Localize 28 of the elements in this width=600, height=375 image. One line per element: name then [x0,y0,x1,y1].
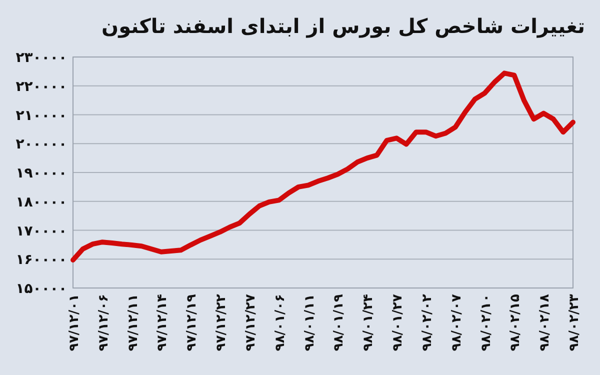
x-tick-label: ۹۷/۱۲/۲۷ [243,294,258,352]
x-tick-label: ۹۷/۱۲/۰۱ [67,294,82,352]
y-tick-label: ۲۱۰۰۰۰ [16,108,67,124]
y-tick-label: ۱۹۰۰۰۰ [16,166,67,182]
x-tick-label: ۹۸/۰۱/۱۹ [332,294,347,352]
x-tick-label: ۹۷/۱۲/۱۹ [184,294,200,352]
x-tick-label: ۹۸/۰۲/۱۸ [538,294,553,352]
chart-title: تغییرات شاخص کل بورس از ابتدای اسفند تاکنون [102,14,585,38]
x-tick-label: ۹۸/۰۲/۱۰ [478,294,494,352]
x-tick-label: ۹۸/۰۱/۲۷ [390,294,406,352]
x-tick-label: ۹۸/۰۱/۰۶ [272,294,288,352]
x-tick-label: ۹۷/۱۲/۲۲ [214,294,230,352]
x-tick-label: ۹۸/۰۱/۱۱ [302,294,318,352]
y-tick-label: ۱۶۰۰۰۰ [16,252,67,268]
y-tick-label: ۱۸۰۰۰۰ [16,194,67,210]
y-tick-label: ۲۰۰۰۰۰ [16,136,67,153]
x-tick-label: ۹۸/۰۲/۰۷ [449,294,464,352]
y-tick-label: ۲۳۰۰۰۰ [16,50,67,66]
y-tick-label: ۱۷۰۰۰۰ [16,223,67,240]
x-tick-label: ۹۷/۱۲/۱۱ [126,294,141,352]
x-tick-label: ۹۸/۰۲/۱۵ [508,294,524,352]
x-tick-label: ۹۷/۱۲/۰۶ [96,294,112,352]
x-tick-label: ۹۸/۰۲/۰۲ [420,294,435,352]
x-tick-label: ۹۸/۰۱/۲۴ [361,294,376,352]
x-tick-label: ۹۸/۰۲/۲۳ [567,294,582,352]
x-tick-label: ۹۷/۱۲/۱۴ [155,294,170,352]
y-tick-label: ۲۲۰۰۰۰ [16,78,67,95]
y-tick-label: ۱۵۰۰۰۰ [16,281,67,297]
